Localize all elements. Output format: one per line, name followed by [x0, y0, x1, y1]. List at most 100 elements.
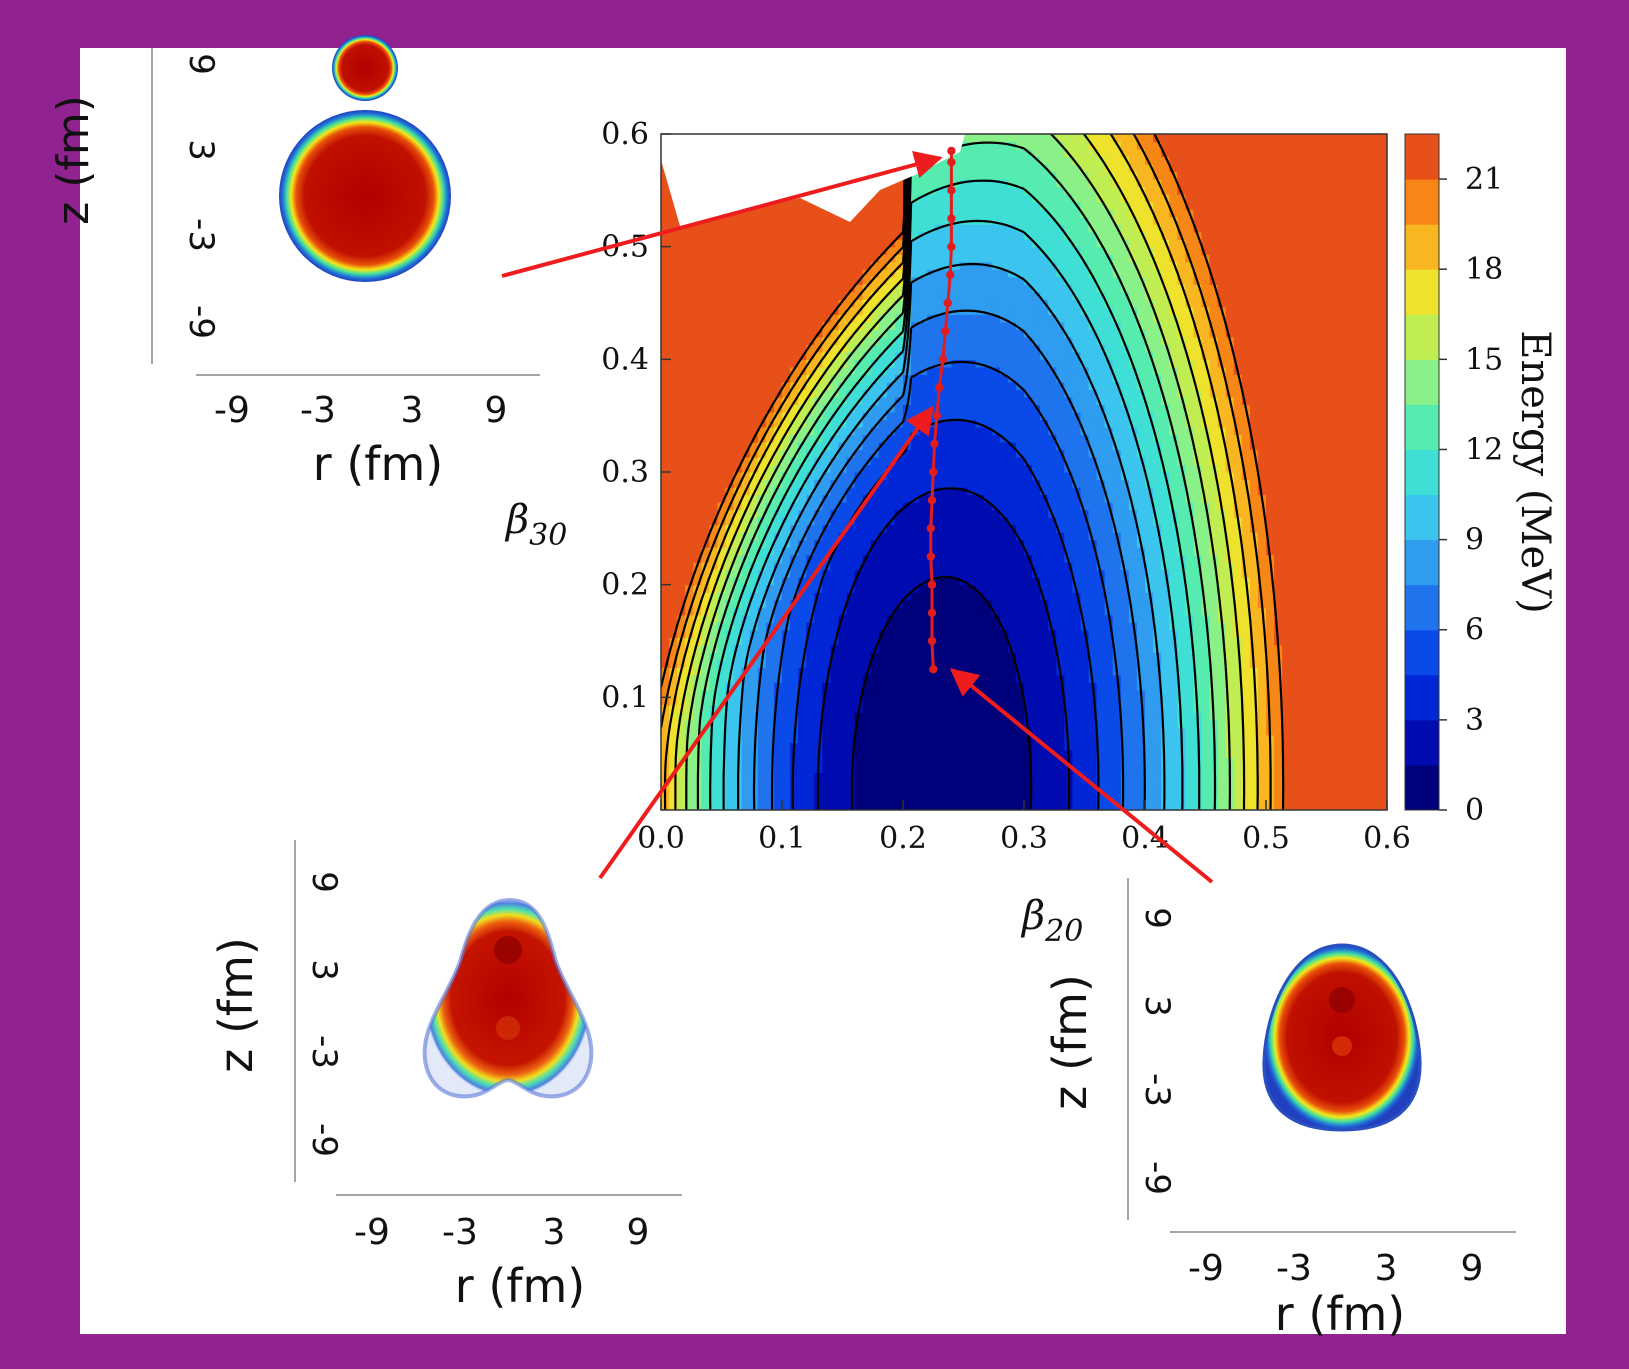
contour-cell: [1217, 637, 1227, 646]
contour-cell: [765, 487, 775, 496]
contour-cell: [1330, 532, 1340, 541]
contour-cell: [701, 749, 710, 759]
contour-cell: [870, 494, 880, 503]
contour-cell: [1048, 472, 1057, 481]
contour-cell: [1290, 411, 1299, 421]
contour-cell: [806, 712, 815, 721]
contour-cell: [1161, 764, 1170, 774]
contour-cell: [870, 419, 880, 428]
contour-cell: [1225, 592, 1235, 601]
contour-cell: [1306, 667, 1315, 676]
contour-cell: [1233, 689, 1243, 698]
contour-cell: [1298, 622, 1307, 631]
contour-cell: [717, 396, 727, 405]
contour-cell: [1201, 779, 1211, 789]
contour-cell: [846, 419, 856, 428]
contour-cell: [1015, 584, 1025, 593]
contour-cell: [894, 562, 904, 571]
contour-cell: [1257, 772, 1267, 781]
contour-cell: [1274, 509, 1283, 518]
contour-cell: [685, 689, 694, 698]
contour-cell: [1241, 667, 1251, 676]
contour-cell: [943, 562, 952, 571]
contour-cell: [991, 659, 1001, 668]
contour-cell: [878, 614, 888, 623]
contour-cell: [991, 464, 1001, 473]
contour-cell: [991, 584, 1001, 593]
contour-cell: [1290, 472, 1299, 481]
contour-cell: [1354, 464, 1364, 473]
contour-cell: [1007, 719, 1017, 728]
contour-cell: [1056, 517, 1065, 526]
contour-cell: [1322, 697, 1332, 706]
contour-cell: [1233, 464, 1243, 473]
contour-cell: [1354, 697, 1364, 706]
contour-cell: [1201, 622, 1211, 631]
contour-cell: [862, 779, 872, 789]
contour-cell: [854, 479, 864, 488]
contour-cell: [741, 411, 751, 421]
contour-cell: [1112, 547, 1122, 556]
contour-cell: [773, 487, 783, 496]
contour-cell: [1104, 396, 1114, 405]
contour-cell: [1128, 674, 1138, 683]
contour-cell: [1370, 524, 1380, 533]
contour-cell: [1112, 509, 1122, 518]
contour-cell: [983, 479, 993, 488]
contour-cell: [1290, 719, 1299, 728]
contour-cell: [1032, 494, 1041, 503]
contour-cell: [1024, 794, 1033, 804]
contour-cell: [1015, 764, 1025, 774]
contour-cell: [870, 532, 880, 541]
contour-cell: [1290, 682, 1299, 691]
contour-cell: [661, 524, 670, 533]
contour-cell: [749, 599, 759, 608]
contour-cell: [1266, 494, 1275, 503]
contour-cell: [1120, 704, 1130, 713]
contour-cell: [741, 682, 751, 691]
contour-cell: [983, 787, 993, 796]
contour-cell: [1040, 509, 1049, 518]
contour-cell: [1330, 524, 1340, 533]
contour-cell: [1153, 772, 1162, 781]
contour-cell: [1338, 502, 1348, 511]
contour-cell: [1354, 629, 1364, 638]
contour-cell: [733, 592, 743, 601]
contour-cell: [822, 472, 831, 481]
contour-cell: [959, 426, 969, 436]
contour-cell: [661, 727, 670, 736]
contour-cell: [725, 449, 735, 458]
contour-cell: [661, 569, 670, 578]
contour-cell: [1298, 697, 1307, 706]
contour-cell: [1145, 629, 1154, 638]
contour-cell: [822, 449, 831, 458]
contour-cell: [790, 539, 799, 548]
contour-cell: [1266, 426, 1275, 436]
contour-cell: [1080, 562, 1090, 571]
contour-cell: [1048, 434, 1057, 443]
contour-cell: [1185, 562, 1194, 571]
contour-cell: [773, 742, 783, 751]
contour-cell: [991, 794, 1001, 804]
contour-cell: [1233, 562, 1243, 571]
contour-cell: [669, 524, 678, 533]
contour-cell: [1233, 772, 1243, 781]
contour-cell: [1048, 667, 1057, 676]
contour-cell: [1217, 494, 1227, 503]
contour-cell: [1209, 667, 1219, 676]
contour-cell: [830, 456, 840, 466]
contour-cell: [919, 487, 928, 496]
contour-cell: [1048, 727, 1057, 736]
contour-cell: [854, 682, 864, 691]
contour-cell: [1370, 539, 1380, 548]
contour-cell: [757, 742, 767, 751]
contour-cell: [1177, 441, 1186, 451]
contour-cell: [1064, 727, 1073, 736]
contour-cell: [1024, 592, 1033, 601]
contour-cell: [685, 502, 694, 511]
contour-cell: [1298, 652, 1307, 661]
contour-cell: [669, 456, 678, 466]
contour-cell: [709, 772, 719, 781]
contour-cell: [1096, 629, 1106, 638]
contour-cell: [1015, 607, 1025, 616]
